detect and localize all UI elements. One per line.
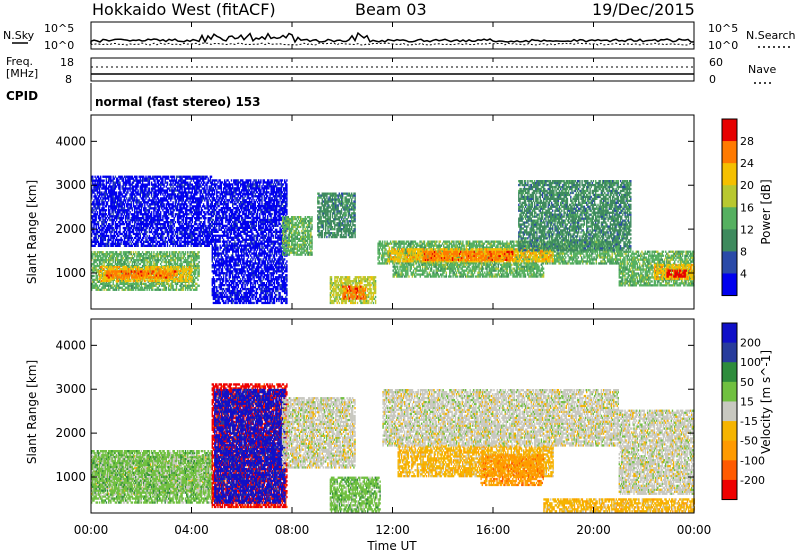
velocity-colorbar-swatch	[722, 323, 737, 343]
power-echo-region	[518, 180, 631, 251]
freq-tick-top: 18	[60, 56, 74, 69]
power-echo-region	[393, 264, 545, 278]
velocity-colorbar-tick: 100	[740, 356, 761, 369]
freq-label-line2: [MHz]	[6, 67, 38, 80]
velocity-colorbar-tick: -100	[740, 454, 765, 467]
velocity-y-tick-label: 3000	[55, 382, 86, 396]
date-label: 19/Dec/2015	[592, 0, 695, 19]
velocity-colorbar-swatch	[722, 480, 737, 500]
power-echo-region	[317, 193, 356, 239]
power-colorbar-swatch	[722, 119, 737, 142]
x-tick-label: 16:00	[476, 523, 511, 537]
power-echo-region	[106, 270, 177, 278]
power-colorbar-tick: 28	[740, 135, 754, 148]
noise-right-tick-top: 10^5	[708, 22, 738, 35]
power-echo-region	[282, 216, 313, 256]
power-y-tick-label: 2000	[55, 222, 86, 236]
power-colorbar-tick: 24	[740, 157, 754, 170]
velocity-echo-region	[543, 498, 695, 512]
nave-tick-bottom: 0	[709, 73, 716, 86]
power-heatmap	[91, 176, 695, 304]
n-search-label: N.Search	[746, 29, 796, 42]
velocity-colorbar-label: Velocity [m s^-1]	[759, 350, 773, 454]
velocity-colorbar-tick: 50	[740, 376, 754, 389]
velocity-colorbar-swatch	[722, 343, 737, 363]
x-tick-label: 00:00	[677, 523, 712, 537]
x-tick-label: 12:00	[375, 523, 410, 537]
velocity-y-tick-label: 4000	[55, 338, 86, 352]
cpid-text: normal (fast stereo) 153	[95, 95, 261, 109]
freq-tick-bottom: 8	[65, 73, 72, 86]
power-colorbar-swatch	[722, 251, 737, 274]
x-axis-label: Time UT	[366, 539, 417, 553]
power-y-tick-label: 3000	[55, 178, 86, 192]
velocity-colorbar-swatch	[722, 362, 737, 382]
power-y-tick-label: 4000	[55, 134, 86, 148]
noise-sky-trace	[91, 33, 694, 44]
noise-left-tick-top: 10^5	[44, 22, 74, 35]
power-colorbar-tick: 16	[740, 201, 754, 214]
power-colorbar-swatch	[722, 207, 737, 230]
velocity-echo-region	[330, 477, 381, 513]
power-colorbar: 4 8 12 16 20 24 28	[722, 119, 754, 296]
velocity-y-tick-label: 2000	[55, 426, 86, 440]
power-colorbar-tick: 12	[740, 223, 754, 236]
velocity-heatmap	[91, 383, 695, 512]
power-echo-region	[342, 286, 366, 300]
station-title: Hokkaido West (fitACF)	[92, 0, 276, 19]
noise-left-tick-bottom: 10^0	[44, 39, 74, 52]
velocity-colorbar-swatch	[722, 401, 737, 421]
velocity-colorbar-swatch	[722, 460, 737, 480]
beam-label: Beam 03	[355, 0, 427, 19]
x-tick-label: 00:00	[74, 523, 109, 537]
power-colorbar-tick: 8	[740, 245, 747, 258]
power-colorbar-tick: 20	[740, 179, 754, 192]
n-sky-label: N.Sky	[3, 29, 35, 42]
velocity-colorbar-swatch	[722, 382, 737, 402]
x-tick-label: 08:00	[275, 523, 310, 537]
velocity-colorbar-tick: -50	[740, 435, 758, 448]
velocity-colorbar-tick: -15	[740, 415, 758, 428]
velocity-colorbar-tick: 15	[740, 395, 754, 408]
velocity-echo-region	[282, 397, 356, 468]
power-colorbar-swatch	[722, 273, 737, 296]
power-colorbar-tick: 4	[740, 267, 747, 280]
power-colorbar-label: Power [dB]	[759, 179, 773, 244]
power-y-axis-label: Slant Range [km]	[25, 180, 39, 284]
x-tick-label: 04:00	[174, 523, 209, 537]
nave-label: Nave	[748, 63, 776, 76]
velocity-colorbar-tick: 200	[740, 337, 761, 350]
velocity-y-tick-label: 1000	[55, 470, 86, 484]
power-colorbar-swatch	[722, 163, 737, 186]
velocity-echo-region	[382, 389, 619, 447]
power-colorbar-swatch	[722, 185, 737, 208]
velocity-y-axis-label: Slant Range [km]	[25, 360, 39, 464]
power-colorbar-swatch	[722, 229, 737, 252]
cpid-label: CPID	[6, 89, 38, 103]
noise-right-tick-bottom: 10^0	[708, 39, 738, 52]
x-tick-label: 20:00	[576, 523, 611, 537]
power-echo-region	[212, 179, 288, 304]
velocity-colorbar-swatch	[722, 421, 737, 441]
velocity-echo-region	[619, 410, 695, 495]
velocity-colorbar-swatch	[722, 441, 737, 461]
nave-tick-top: 60	[709, 56, 723, 69]
power-y-tick-label: 1000	[55, 266, 86, 280]
power-echo-region	[91, 176, 212, 247]
velocity-echo-region	[91, 450, 212, 504]
velocity-colorbar-tick: -200	[740, 474, 765, 487]
power-colorbar-swatch	[722, 141, 737, 164]
